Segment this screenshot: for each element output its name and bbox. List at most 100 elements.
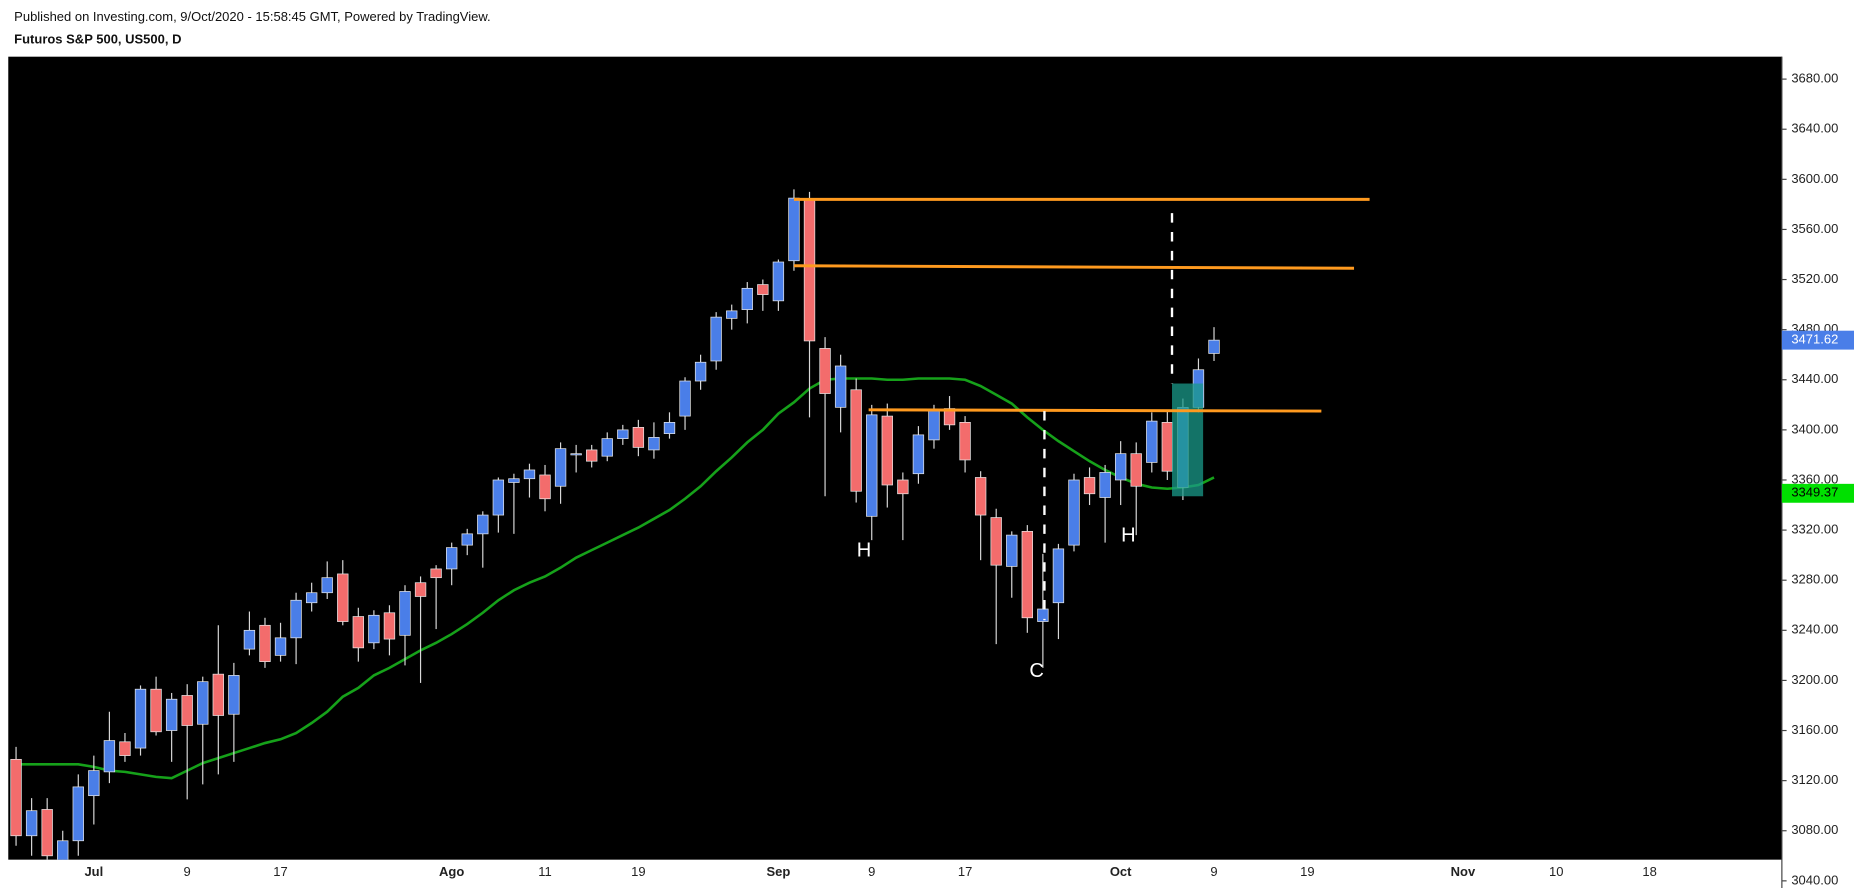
candle-body (10, 758, 22, 837)
candle-body (866, 414, 878, 517)
x-tick-label: Ago (439, 864, 464, 879)
candle-body (1161, 422, 1174, 472)
x-tick-label: 17 (273, 864, 287, 879)
x-tick-label: Oct (1110, 864, 1132, 879)
candle-body (321, 577, 333, 594)
candle-body (1052, 548, 1065, 604)
candle-body (1068, 479, 1080, 546)
x-tick-label: Nov (1451, 864, 1476, 879)
candle-body (570, 453, 582, 456)
candle-body (1037, 608, 1049, 622)
candle-body (990, 517, 1002, 566)
candle-body (228, 675, 240, 715)
candle-body (1006, 534, 1018, 567)
x-tick-label: 10 (1549, 864, 1563, 879)
candle-body (259, 624, 271, 662)
candle-body (134, 688, 147, 749)
x-tick-label: 18 (1642, 864, 1656, 879)
candle-body (243, 629, 256, 650)
y-tick-label: 3280.00 (1791, 572, 1838, 587)
candle-body (1099, 472, 1111, 498)
candle-body (383, 612, 396, 640)
candle-body (1146, 420, 1158, 463)
candle-body (617, 429, 629, 439)
candle-body (523, 469, 536, 480)
candle-body (1208, 339, 1220, 354)
y-tick-label: 3120.00 (1791, 772, 1838, 787)
candle-body (1021, 530, 1033, 619)
candle-body (803, 199, 816, 342)
candle-body (477, 514, 489, 535)
x-tick-label: 19 (631, 864, 645, 879)
y-tick-label: 3560.00 (1791, 221, 1838, 236)
candle-body (88, 770, 100, 797)
candle-body (197, 681, 209, 725)
candle-body (181, 695, 193, 726)
y-tick-label: 3080.00 (1791, 822, 1838, 837)
candle-body (757, 284, 769, 295)
y-tick-label: 3040.00 (1791, 872, 1838, 887)
candle-body (663, 422, 676, 434)
candle-body (632, 427, 645, 448)
candle-body (539, 474, 551, 500)
pattern-label: C (1029, 660, 1044, 682)
plot-area (8, 56, 1782, 860)
moving-average-line (16, 377, 1215, 780)
candle-body (928, 409, 940, 441)
candle-body (741, 287, 753, 310)
candle-body (430, 568, 442, 579)
candle-body (694, 361, 707, 382)
candle-body (601, 438, 613, 457)
last-price-label: 3471.62 (1791, 332, 1838, 347)
y-tick-label: 3680.00 (1791, 71, 1838, 86)
x-tick-label: 17 (958, 864, 972, 879)
candle-body (679, 380, 691, 417)
candle-body (150, 688, 162, 733)
candle-body (1114, 453, 1127, 481)
chart-title: Futuros S&P 500, US500, D (14, 32, 181, 47)
candle-body (414, 582, 427, 597)
candle-body (212, 673, 224, 716)
candle-body (586, 449, 598, 462)
pattern-label: H (1121, 525, 1136, 547)
candle-body (648, 437, 660, 451)
level-line (868, 408, 1322, 413)
level-line (793, 264, 1355, 270)
plot-layer: H C H (10, 189, 1370, 860)
candle-body (461, 533, 473, 546)
y-tick-label: 3440.00 (1791, 371, 1838, 386)
candle-body (943, 408, 956, 426)
y-tick-label: 3320.00 (1791, 522, 1838, 537)
candle-body (165, 698, 178, 731)
candle-body (399, 591, 411, 636)
y-tick-label: 3520.00 (1791, 271, 1838, 286)
candle-body (819, 348, 831, 394)
axes-layer: 3040.00 3080.00 3120.00 3160.00 3200.00 3240.… (84, 71, 1854, 887)
candle-body (959, 422, 971, 461)
candle-body (508, 478, 520, 483)
y-tick-label: 3200.00 (1791, 672, 1838, 687)
y-tick-label: 3240.00 (1791, 622, 1838, 637)
ma-price-label: 3349.37 (1791, 485, 1838, 500)
pattern-label: H (857, 540, 872, 562)
candle-body (492, 479, 505, 516)
y-tick-label: 3160.00 (1791, 722, 1838, 737)
x-tick-label: 19 (1300, 864, 1314, 879)
ma-price-box (1781, 483, 1854, 503)
candle-body (726, 310, 738, 319)
candle-body (25, 810, 38, 837)
candle-body (352, 616, 365, 649)
candle-body (710, 316, 722, 362)
candle-body (772, 261, 785, 302)
candle-body (446, 547, 458, 570)
y-tick-label: 3600.00 (1791, 171, 1838, 186)
candle-body (368, 614, 380, 644)
candle-body (788, 197, 800, 262)
x-tick-label: 11 (538, 864, 551, 879)
candle-body (897, 479, 909, 495)
candle-body (850, 389, 862, 492)
y-tick-label: 3640.00 (1791, 121, 1838, 136)
candle-body (974, 477, 987, 516)
